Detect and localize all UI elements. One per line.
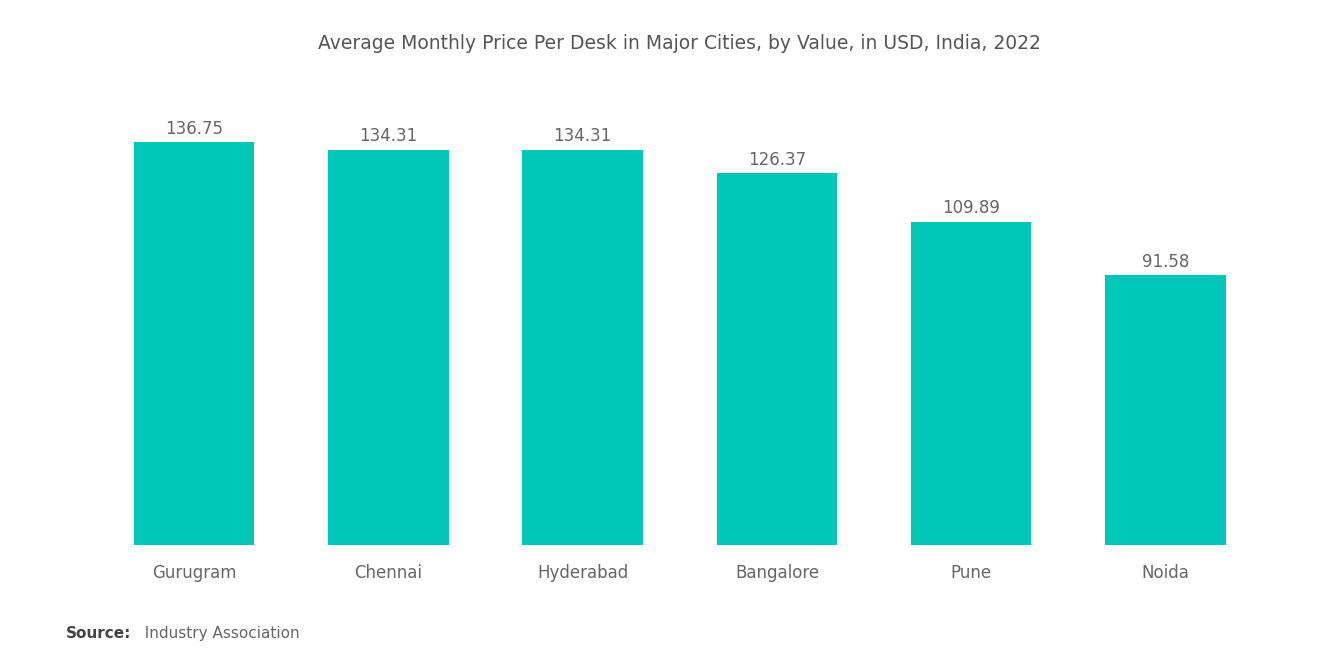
Text: Source:: Source: xyxy=(66,626,132,642)
Bar xyxy=(911,221,1031,545)
Text: 136.75: 136.75 xyxy=(165,120,223,138)
Text: 109.89: 109.89 xyxy=(942,199,1001,217)
Text: 91.58: 91.58 xyxy=(1142,253,1189,271)
Bar xyxy=(1105,275,1226,545)
Bar xyxy=(717,173,837,545)
Text: 134.31: 134.31 xyxy=(553,127,611,145)
Title: Average Monthly Price Per Desk in Major Cities, by Value, in USD, India, 2022: Average Monthly Price Per Desk in Major … xyxy=(318,34,1041,53)
Text: 134.31: 134.31 xyxy=(359,127,417,145)
Text: 126.37: 126.37 xyxy=(748,150,807,168)
Bar xyxy=(329,150,449,545)
Text: Industry Association: Industry Association xyxy=(135,626,300,642)
Bar xyxy=(133,142,255,545)
Bar xyxy=(523,150,643,545)
